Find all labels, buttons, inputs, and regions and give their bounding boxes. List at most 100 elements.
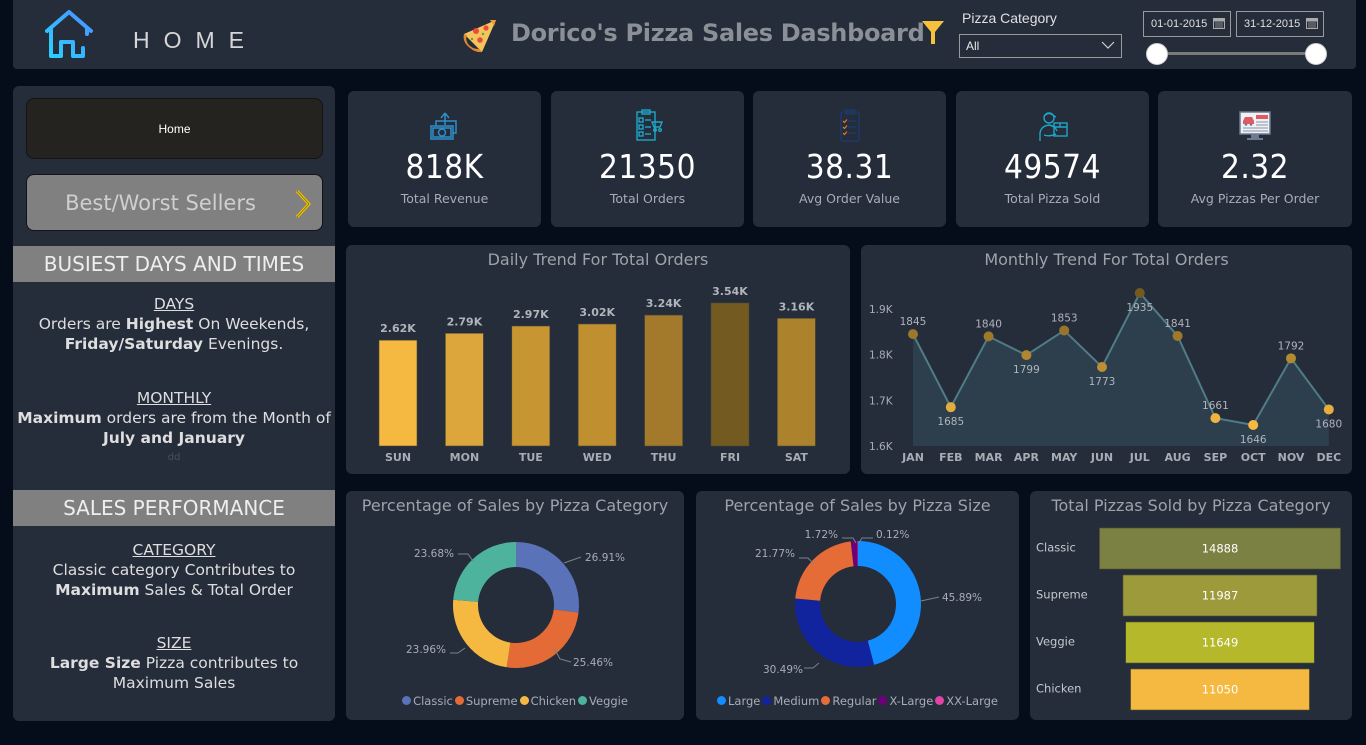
legend-swatch — [762, 696, 772, 705]
point-data-label: 1646 — [1240, 434, 1267, 446]
chart-title: Daily Trend For Total Orders — [487, 250, 709, 269]
legend-item[interactable]: XX-Large — [935, 694, 998, 708]
slice-data-label: 23.96% — [406, 644, 446, 656]
slice-data-label: 1.72% — [805, 529, 838, 541]
chart-title: Total Pizzas Sold by Pizza Category — [1051, 496, 1331, 515]
data-point-oct — [1248, 419, 1259, 430]
kpi-value: 38.31 — [805, 147, 894, 186]
point-data-label: 1792 — [1278, 340, 1305, 352]
kpi-label: Total Orders — [609, 191, 686, 206]
nav-best-worst-sellers-button[interactable]: Best/Worst Sellers — [26, 174, 323, 231]
x-tick-label: MAR — [975, 451, 1003, 464]
pizza-category-dropdown[interactable]: All — [959, 34, 1122, 58]
date-range-slider-track[interactable] — [1168, 52, 1318, 55]
order-clipboard-icon — [635, 109, 663, 141]
legend-item[interactable]: Supreme — [454, 694, 518, 708]
x-tick-label: WED — [583, 451, 612, 464]
legend-swatch — [717, 696, 727, 705]
area-fill — [913, 293, 1329, 446]
chevron-right-icon — [295, 189, 311, 219]
calendar-icon[interactable] — [1306, 18, 1318, 29]
slice-veggie — [453, 542, 516, 602]
home-title: HOME — [133, 27, 258, 53]
legend-item[interactable]: X-Large — [878, 694, 933, 708]
leader-line — [842, 537, 857, 544]
kpi-value: 49574 — [1004, 147, 1101, 186]
slice-data-label: 0.12% — [876, 529, 909, 541]
pizza-icon — [463, 20, 496, 53]
sales-by-size-chart: Percentage of Sales by Pizza Size 45.89%… — [696, 491, 1019, 720]
legend-label: Regular — [832, 694, 877, 708]
monthly-trend-plot: 1.6K 1.7K 1.8K 1.9K 1845 JAN 1685 FEB 1840 MAR 179… — [869, 288, 1342, 464]
legend-label: XX-Large — [946, 694, 998, 708]
chevron-down-icon — [1101, 41, 1115, 49]
insight-days: DAYS Orders are Highest On Weekends, Fri… — [13, 294, 335, 354]
chart-legend: Large Medium Regular X-Large XX-Large — [696, 694, 1019, 708]
x-tick-label: OCT — [1241, 451, 1266, 464]
home-icon[interactable] — [41, 8, 97, 60]
start-date-input[interactable]: 01-01-2015 — [1143, 11, 1231, 37]
legend-label: Large — [728, 694, 761, 708]
nav-home-button[interactable]: Home — [26, 98, 323, 159]
point-data-label: 1773 — [1089, 376, 1116, 388]
kpi-card-total-revenue: 818K Total Revenue — [348, 91, 541, 227]
legend-item[interactable]: Medium — [762, 694, 819, 708]
money-up-icon — [429, 112, 457, 140]
start-date-value: 01-01-2015 — [1151, 18, 1208, 30]
data-point-mar — [983, 331, 994, 342]
legend-item[interactable]: Large — [717, 694, 760, 708]
bar-wed — [577, 323, 617, 447]
point-data-label: 1841 — [1164, 318, 1191, 330]
date-slider-start-handle[interactable] — [1146, 43, 1168, 65]
legend-item[interactable]: Classic — [402, 694, 453, 708]
data-point-feb — [945, 402, 956, 413]
legend-item[interactable]: Veggie — [578, 694, 628, 708]
bar-mon — [445, 332, 484, 447]
insight-heading: CATEGORY — [132, 541, 216, 559]
slice-classic — [516, 542, 579, 613]
slice-x-large — [850, 541, 858, 567]
funnel-category-label: Chicken — [1036, 682, 1081, 696]
point-data-label: 1799 — [1013, 364, 1040, 376]
legend-label: X-Large — [889, 694, 934, 708]
x-tick-label: SUN — [385, 451, 411, 464]
end-date-input[interactable]: 31-12-2015 — [1236, 11, 1324, 37]
legend-swatch — [454, 696, 464, 705]
kpi-label: Avg Order Value — [799, 191, 900, 206]
kpi-value: 2.32 — [1220, 147, 1290, 186]
pizzas-sold-funnel: 14888 Classic 11987 Supreme 11649 Veggie 11050… — [1036, 527, 1341, 711]
bar-data-label: 2.97K — [513, 308, 549, 321]
funnel-value-label: 11050 — [1202, 683, 1239, 697]
x-tick-label: MAY — [1051, 451, 1078, 464]
date-slider-end-handle[interactable] — [1305, 43, 1327, 65]
insight-category: CATEGORY Classic category Contributes to… — [13, 540, 335, 600]
point-data-label: 1935 — [1126, 302, 1153, 314]
checklist-icon — [839, 109, 860, 142]
legend-label: Veggie — [589, 694, 628, 708]
insight-footnote: dd — [167, 452, 181, 463]
legend-item[interactable]: Regular — [821, 694, 876, 708]
legend-swatch — [578, 696, 588, 705]
leader-line — [858, 537, 873, 544]
point-data-label: 1661 — [1202, 400, 1229, 412]
data-point-jun — [1097, 361, 1107, 372]
legend-label: Classic — [413, 694, 453, 708]
chart-title: Percentage of Sales by Pizza Size — [724, 496, 991, 515]
end-date-value: 31-12-2015 — [1244, 18, 1301, 30]
y-tick-label: 1.6K — [869, 441, 894, 453]
data-point-apr — [1021, 350, 1032, 361]
slice-data-label: 30.49% — [763, 664, 803, 676]
x-tick-label: JAN — [901, 451, 924, 464]
insight-heading: DAYS — [153, 295, 195, 313]
sales-by-size-donut: 45.89% 30.49% 21.77% 1.72% 0.12% — [755, 529, 982, 676]
funnel-category-label: Classic — [1036, 541, 1076, 555]
legend-item[interactable]: Chicken — [519, 694, 576, 708]
legend-swatch — [519, 696, 529, 705]
slice-medium — [795, 598, 875, 667]
bar-fri — [710, 302, 750, 447]
bar-tue — [511, 325, 551, 447]
calendar-icon[interactable] — [1213, 18, 1225, 29]
daily-trend-chart: Daily Trend For Total Orders 2.62K SUN 2.7… — [346, 245, 850, 474]
legend-swatch — [402, 696, 412, 705]
bar-data-label: 2.62K — [380, 322, 416, 335]
